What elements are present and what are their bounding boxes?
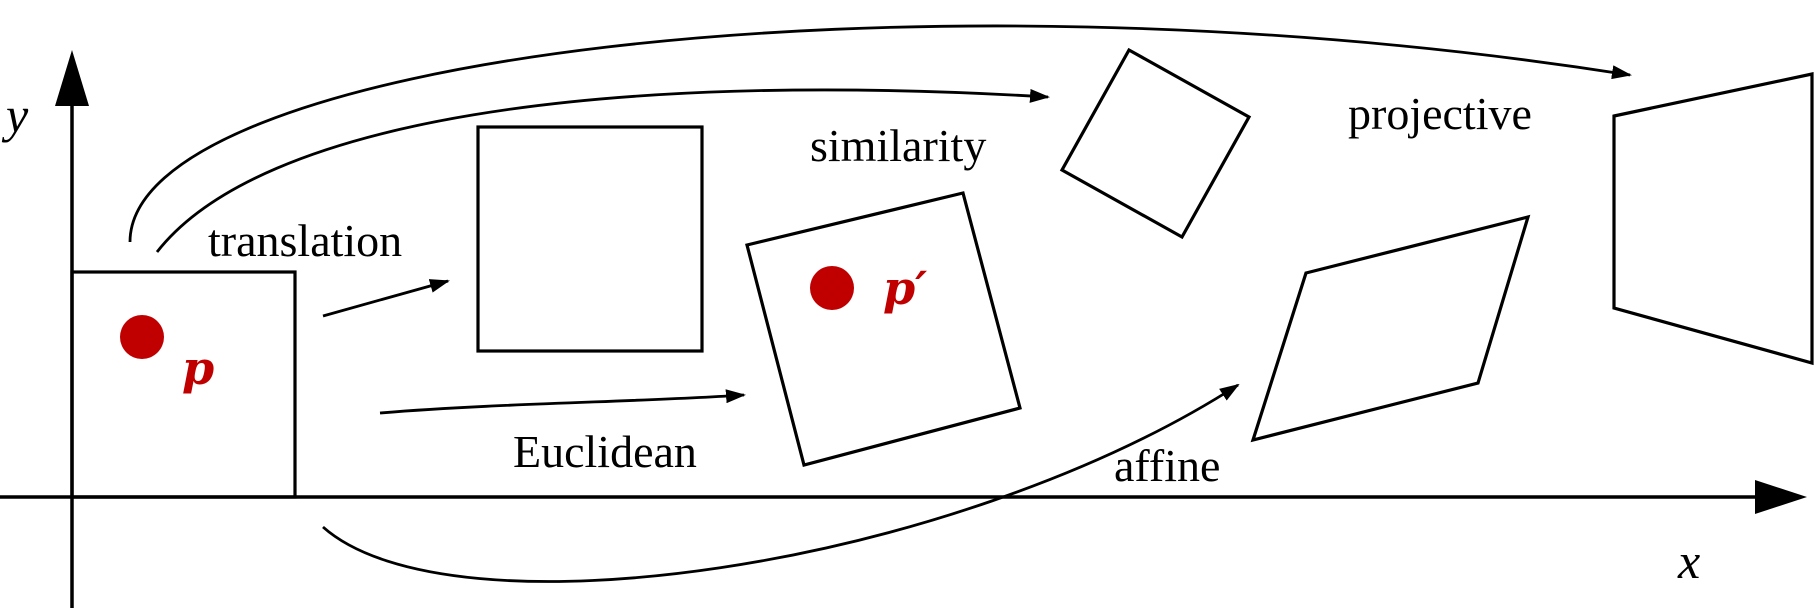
affine-arrow [322,383,1240,583]
x-axis-label: x [1677,533,1700,589]
similarity-label: similarity [810,120,986,171]
similarity-arrow [155,88,1050,253]
point-p-prime-marker [810,266,854,310]
projective-quadrilateral [1612,72,1814,366]
euclidean-square [745,191,1022,467]
point-p-label: p [182,341,214,395]
affine-label: affine [1114,440,1220,491]
euclidean-arrow [379,389,746,415]
euclidean-label: Euclidean [513,426,697,477]
similarity-square [1059,47,1252,240]
projective-arrow [128,24,1632,243]
y-axis-arrowhead [55,50,89,106]
translated-square [476,125,704,353]
point-p-marker [120,315,164,359]
affine-parallelogram [1250,214,1531,443]
projective-label: projective [1348,88,1532,139]
translation-label: translation [208,215,402,266]
original-square [70,270,297,499]
x-axis-arrowhead [1755,480,1807,514]
point-p-prime-label: p′ [883,261,927,315]
translation-arrow [322,279,450,318]
y-axis-label: y [1,87,29,143]
